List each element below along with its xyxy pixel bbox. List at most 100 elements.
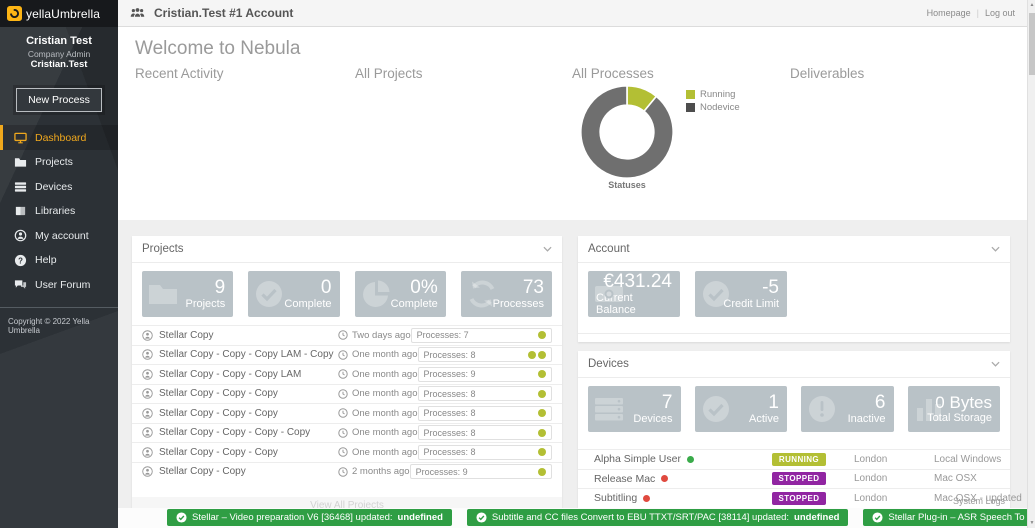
- device-name: Alpha Simple User: [594, 453, 681, 466]
- sidebar-item-label: User Forum: [35, 278, 91, 291]
- deliverables-heading: Deliverables: [790, 66, 865, 81]
- stat-value: -5: [762, 277, 779, 299]
- user-block: Cristian Test Company Admin Cristian.Tes…: [0, 27, 118, 71]
- check-circle-icon: [702, 396, 729, 422]
- stat-card-inactive[interactable]: 6 Inactive: [801, 386, 894, 432]
- stat-card-total-storage[interactable]: 0 Bytes Total Storage: [907, 386, 1000, 432]
- toast-notification[interactable]: Stellar Plug-in – ASR Speech To Text [36…: [863, 509, 1035, 526]
- scrollbar-thumb[interactable]: [1029, 13, 1035, 75]
- sidebar-item-user-forum[interactable]: User Forum: [0, 272, 118, 297]
- check-circle-icon: [256, 281, 283, 307]
- stat-card-percent-complete[interactable]: 0% Complete: [354, 271, 446, 317]
- project-updated: Two days ago: [352, 329, 411, 341]
- project-name: Stellar Copy - Copy - Copy - Copy: [159, 427, 311, 439]
- stat-value: 9: [214, 277, 226, 299]
- project-user-icon: [142, 427, 153, 438]
- project-updated: One month ago: [352, 349, 418, 361]
- project-row[interactable]: Stellar Copy - Copy - Copy LAM - Copy On…: [132, 344, 562, 365]
- stat-card-active[interactable]: 1 Active: [694, 386, 787, 432]
- sidebar-menu: Dashboard Projects Devices Libraries My …: [0, 125, 118, 297]
- main-content: Welcome to Nebula Recent Activity All Pr…: [118, 28, 1027, 528]
- sidebar-item-libraries[interactable]: Libraries: [0, 199, 118, 224]
- project-updated: One month ago: [352, 368, 418, 380]
- question-circle-icon: ?: [14, 254, 27, 267]
- device-row[interactable]: Release Mac STOPPED London Mac OSX: [578, 468, 1010, 489]
- stat-card-complete[interactable]: 0 Complete: [248, 271, 340, 317]
- sync-icon: [469, 280, 495, 308]
- device-os: Mac OSX: [934, 473, 977, 485]
- toast-notification[interactable]: Subtitle and CC files Convert to EBU TTX…: [466, 509, 849, 526]
- device-row[interactable]: Subtitling STOPPED London Mac OSX - upda…: [578, 488, 1022, 508]
- project-user-icon: [142, 466, 153, 477]
- clock-icon: [338, 408, 348, 418]
- scroll-down-arrow[interactable]: ▼: [1029, 520, 1035, 526]
- page-scrollbar[interactable]: ▲ ▼: [1027, 0, 1035, 528]
- green-dot: [538, 350, 546, 359]
- processes-badge: Processes: 8: [417, 425, 552, 441]
- topbar: Cristian.Test #1 Account Homepage | Log …: [118, 0, 1027, 27]
- sidebar-item-label: Devices: [35, 180, 73, 193]
- project-row[interactable]: Stellar Copy Two days ago Processes: 7: [132, 325, 562, 345]
- collapse-chevron-icon[interactable]: [543, 246, 552, 252]
- project-row[interactable]: Stellar Copy - Copy - Copy - Copy One mo…: [132, 422, 562, 443]
- stat-card-current-balance[interactable]: €431.24 Current Balance: [588, 271, 680, 317]
- status-dot: [661, 475, 669, 483]
- toast-notification[interactable]: Stellar – Video preparation V6 [36468] u…: [167, 509, 452, 526]
- link-separator: |: [976, 8, 979, 18]
- collapse-chevron-icon[interactable]: [991, 246, 1000, 252]
- project-updated: 2 months ago: [352, 466, 410, 478]
- project-row[interactable]: Stellar Copy - Copy - Copy One month ago…: [132, 403, 562, 423]
- system-logs-link[interactable]: System Logs: [952, 496, 1005, 506]
- pie-chart-icon: [362, 280, 389, 307]
- stat-card-projects[interactable]: 9 Projects: [142, 271, 234, 317]
- project-row[interactable]: Stellar Copy - Copy - Copy One month ago…: [132, 442, 562, 462]
- project-user-icon: [142, 330, 153, 341]
- processes-badge: Processes: 7: [410, 327, 552, 343]
- toast-message: Subtitle and CC files Convert to EBU TTX…: [491, 512, 790, 523]
- legend-label: Nodevice: [700, 102, 740, 113]
- stat-label: Complete: [284, 297, 332, 310]
- sidebar-item-my-account[interactable]: My account: [0, 223, 118, 248]
- server-rack-icon: [595, 398, 623, 421]
- page-title: Cristian.Test #1 Account: [154, 6, 294, 20]
- device-name: Release Mac: [594, 472, 656, 485]
- chat-bubbles-icon: [14, 279, 27, 291]
- svg-text:?: ?: [18, 256, 23, 265]
- logo[interactable]: yellaUmbrella: [0, 0, 118, 27]
- homepage-link[interactable]: Homepage: [926, 8, 971, 18]
- stat-card-devices[interactable]: 7 Devices: [588, 386, 681, 432]
- new-process-button[interactable]: New Process: [16, 88, 102, 113]
- legend-item-nodevice[interactable]: Nodevice: [686, 101, 740, 114]
- projects-panel-title: Projects: [142, 243, 184, 255]
- sidebar-item-label: Dashboard: [35, 131, 87, 144]
- sidebar-item-help[interactable]: ? Help: [0, 248, 118, 273]
- collapse-chevron-icon[interactable]: [991, 361, 1000, 367]
- device-row[interactable]: Alpha Simple User RUNNING London Local W…: [578, 449, 1010, 469]
- project-row[interactable]: Stellar Copy - Copy - Copy One month ago…: [132, 383, 562, 404]
- legend-item-running[interactable]: Running: [686, 88, 740, 101]
- status-dot: [686, 455, 694, 463]
- processes-badge: Processes: 8: [417, 405, 552, 421]
- device-location: London: [854, 492, 888, 504]
- scroll-up-arrow[interactable]: ▲: [1029, 2, 1035, 8]
- stat-card-processes[interactable]: 73 Processes: [460, 271, 552, 317]
- chart-title: Statuses: [608, 180, 646, 190]
- stat-card-credit-limit[interactable]: -5 Credit Limit: [695, 271, 787, 317]
- clock-icon: [338, 369, 348, 379]
- stat-label: Total Storage: [927, 411, 992, 424]
- green-dot: [538, 448, 546, 457]
- divider: [578, 333, 1010, 334]
- project-row[interactable]: Stellar Copy - Copy 2 months ago Process…: [132, 461, 562, 482]
- sidebar-item-projects[interactable]: Projects: [0, 150, 118, 175]
- project-name: Stellar Copy - Copy - Copy LAM: [159, 368, 302, 380]
- stat-value: 0 Bytes: [935, 393, 992, 413]
- green-dot: [538, 370, 546, 379]
- project-row[interactable]: Stellar Copy - Copy - Copy LAM One month…: [132, 364, 562, 384]
- sidebar-divider: [0, 306, 118, 308]
- stat-value: 73: [522, 277, 544, 299]
- sidebar-item-dashboard[interactable]: Dashboard: [0, 125, 118, 150]
- sidebar-item-label: My account: [35, 229, 89, 242]
- logout-link[interactable]: Log out: [984, 8, 1015, 18]
- sidebar-item-devices[interactable]: Devices: [0, 174, 118, 199]
